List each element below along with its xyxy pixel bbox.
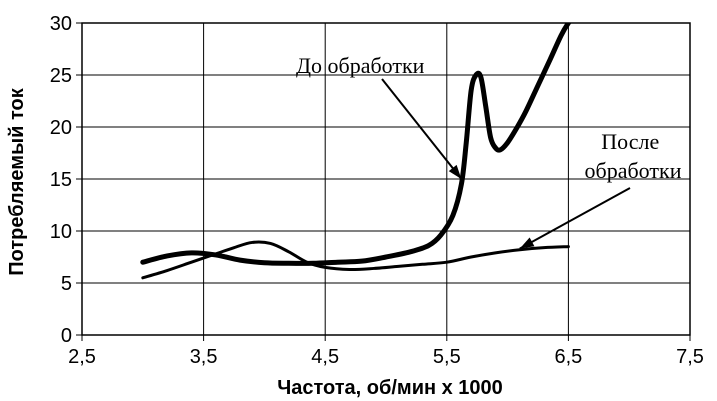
- x-tick-label: 6,5: [554, 346, 582, 368]
- annotation-before-treatment-label: До обработки: [296, 53, 425, 78]
- y-tick-label: 5: [61, 273, 72, 295]
- x-tick-label: 2,5: [68, 346, 96, 368]
- y-tick-label: 15: [50, 169, 72, 191]
- x-tick-label: 4,5: [311, 346, 339, 368]
- x-tick-labels: 2,5 3,5 4,5 5,5 6,5 7,5: [68, 346, 704, 368]
- annotation-after-treatment-line-2: обработки: [585, 158, 682, 183]
- annotation-before-treatment-arrow: [382, 79, 461, 179]
- x-tick-label: 5,5: [433, 346, 461, 368]
- y-tick-labels: 0 5 10 15 20 25 30: [50, 13, 72, 347]
- annotation-after-treatment-line-1: После: [601, 129, 659, 154]
- arrowhead-after-treatment: [520, 238, 535, 249]
- x-tick-label: 7,5: [676, 346, 704, 368]
- y-tick-label: 10: [50, 221, 72, 243]
- x-axis-label: Частота, об/мин х 1000: [277, 377, 503, 399]
- series-line-1: [143, 13, 577, 264]
- y-tick-label: 0: [61, 325, 72, 347]
- y-tick-label: 30: [50, 13, 72, 35]
- annotation-after-treatment-label: После обработки: [585, 129, 682, 183]
- x-tick-label: 3,5: [190, 346, 218, 368]
- y-tick-label: 20: [50, 117, 72, 139]
- annotation-after-treatment-arrow: [520, 188, 630, 249]
- y-axis-label: Потребляемый ток: [6, 87, 28, 276]
- annotation-before-treatment: До обработки: [296, 53, 461, 179]
- y-tick-label: 25: [50, 65, 72, 87]
